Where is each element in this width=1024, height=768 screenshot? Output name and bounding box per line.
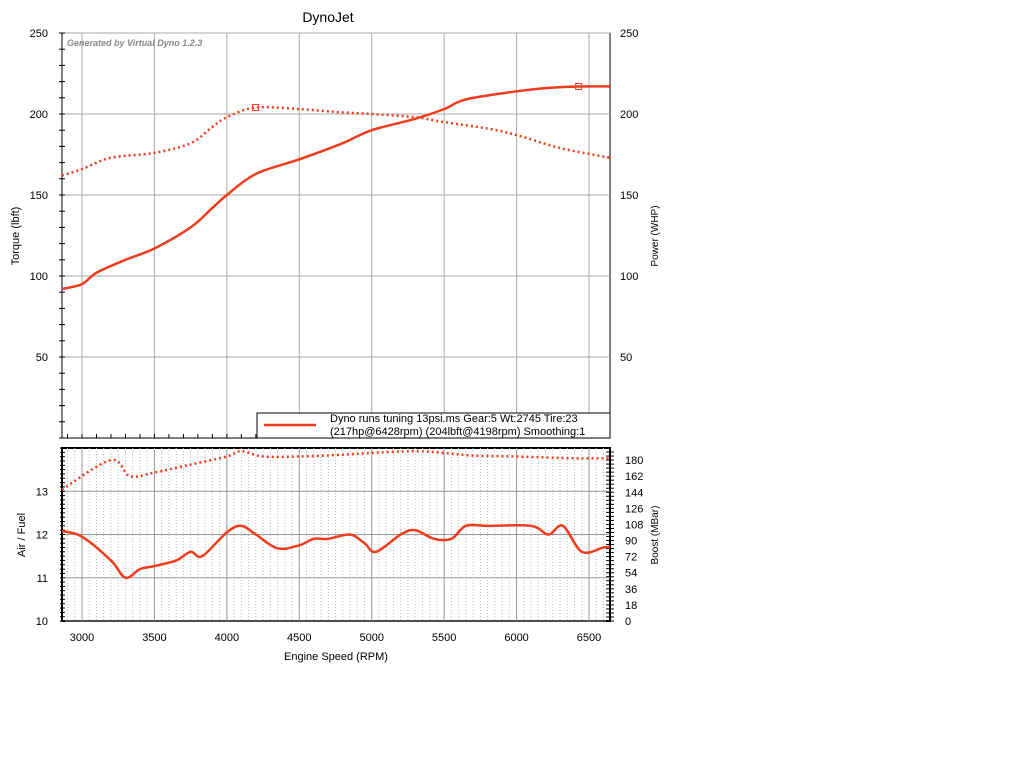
y-tick-label: 50 bbox=[36, 352, 48, 364]
y-tick-label: 12 bbox=[36, 530, 48, 542]
y2-axis-label-boost: Boost (MBar) bbox=[650, 506, 661, 565]
y-tick-label: 13 bbox=[36, 486, 48, 498]
chart-title: DynoJet bbox=[302, 9, 353, 25]
y-axis-label-afr: Air / Fuel bbox=[16, 513, 28, 557]
x-tick-label: 3000 bbox=[70, 632, 94, 644]
y2-tick-label: 18 bbox=[625, 600, 637, 612]
y-tick-label: 250 bbox=[30, 28, 48, 40]
peak-marker bbox=[252, 104, 260, 112]
x-tick-label: 5500 bbox=[432, 632, 456, 644]
x-tick-label: 4500 bbox=[287, 632, 311, 644]
series-boost bbox=[61, 449, 610, 491]
x-tick-label: 4000 bbox=[215, 632, 239, 644]
y2-tick-label: 72 bbox=[625, 552, 637, 564]
y2-tick-label: 100 bbox=[620, 271, 638, 283]
x-tick-label: 6500 bbox=[577, 632, 601, 644]
y2-tick-label: 90 bbox=[625, 536, 637, 548]
y2-tick-label: 144 bbox=[625, 487, 643, 499]
x-tick-label: 3500 bbox=[142, 632, 166, 644]
series-air bbox=[61, 523, 610, 580]
y-tick-label: 200 bbox=[30, 109, 48, 121]
y-tick-label: 10 bbox=[36, 616, 48, 628]
y2-tick-label: 162 bbox=[625, 471, 643, 483]
y2-tick-label: 250 bbox=[620, 28, 638, 40]
y2-tick-label: 150 bbox=[620, 190, 638, 202]
x-tick-label: 5000 bbox=[359, 632, 383, 644]
series-power bbox=[61, 85, 610, 291]
series-torque bbox=[61, 105, 611, 177]
y2-tick-label: 200 bbox=[620, 109, 638, 121]
y-tick-label: 11 bbox=[37, 573, 48, 585]
legend-line-1: Dyno runs tuning 13psi.ms Gear:5 Wt:2745… bbox=[330, 413, 578, 425]
watermark: Generated by Virtual Dyno 1.2.3 bbox=[67, 38, 202, 48]
y2-tick-label: 54 bbox=[625, 568, 637, 580]
y2-tick-label: 0 bbox=[625, 616, 631, 628]
y2-tick-label: 108 bbox=[625, 519, 643, 531]
y2-tick-label: 36 bbox=[625, 584, 637, 596]
y-tick-label: 150 bbox=[30, 190, 48, 202]
y-axis-label-torque: Torque (lbft) bbox=[10, 207, 22, 266]
x-tick-label: 6000 bbox=[504, 632, 528, 644]
y-tick-label: 100 bbox=[30, 271, 48, 283]
x-axis-label: Engine Speed (RPM) bbox=[284, 651, 388, 663]
legend: Dyno runs tuning 13psi.ms Gear:5 Wt:2745… bbox=[256, 412, 611, 439]
plot-area-top bbox=[61, 32, 611, 439]
y2-tick-label: 126 bbox=[625, 503, 643, 515]
y2-axis-label-power: Power (WHP) bbox=[650, 205, 661, 266]
y2-tick-label: 180 bbox=[625, 455, 643, 467]
y2-tick-label: 50 bbox=[620, 352, 632, 364]
legend-line-2: (217hp@6428rpm) (204lbft@4198rpm) Smooth… bbox=[330, 426, 585, 438]
peak-marker bbox=[575, 82, 583, 90]
